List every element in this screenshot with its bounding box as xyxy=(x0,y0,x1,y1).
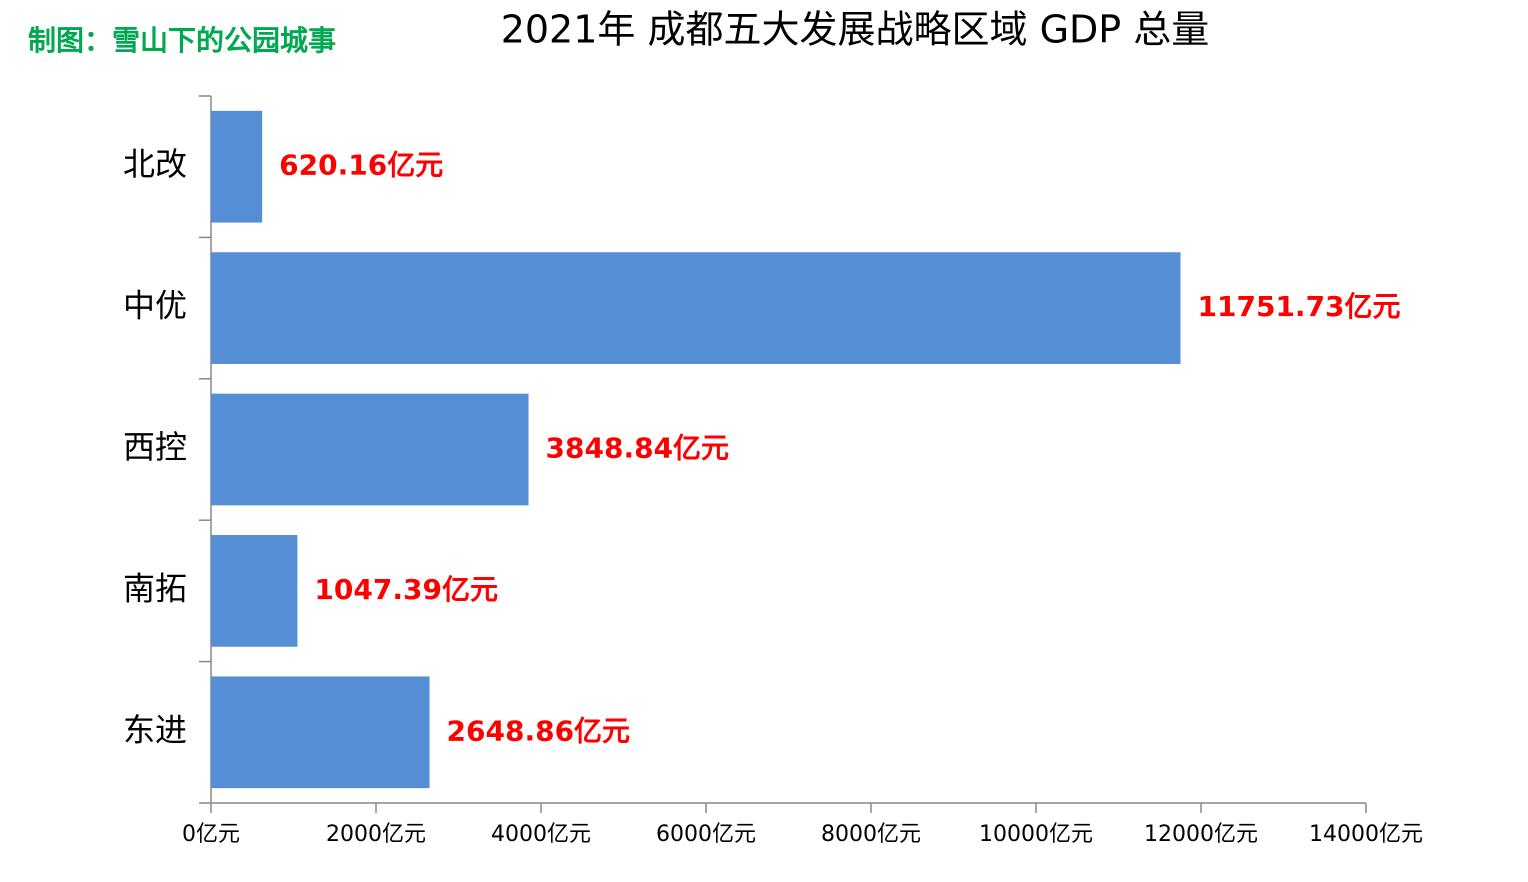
x-tick-label: 8000亿元 xyxy=(821,822,921,847)
y-tick-label: 西控 xyxy=(123,428,187,466)
bar xyxy=(211,393,529,506)
bar xyxy=(211,110,263,223)
chart-title: 2021年 成都五大发展战略区域 GDP 总量 xyxy=(501,8,1210,52)
value-label: 3848.84亿元 xyxy=(546,432,730,465)
bar xyxy=(211,676,430,789)
x-tick-label: 2000亿元 xyxy=(326,822,426,847)
y-tick-label: 东进 xyxy=(123,711,187,749)
y-tick-label: 南拓 xyxy=(123,569,187,607)
x-tick-label: 0亿元 xyxy=(182,822,240,847)
y-tick-label: 中优 xyxy=(123,287,187,325)
value-label: 1047.39亿元 xyxy=(314,573,498,606)
x-tick-label: 4000亿元 xyxy=(491,822,591,847)
bar xyxy=(211,252,1181,364)
x-tick-label: 10000亿元 xyxy=(979,822,1093,847)
bar xyxy=(211,535,298,647)
value-label: 2648.86亿元 xyxy=(447,714,631,747)
x-tick-label: 14000亿元 xyxy=(1309,822,1423,847)
value-label: 620.16亿元 xyxy=(279,149,443,182)
credit: 制图：雪山下的公园城事 xyxy=(28,24,336,57)
value-label: 11751.73亿元 xyxy=(1198,290,1401,323)
x-tick-label: 6000亿元 xyxy=(656,822,756,847)
x-tick-label: 12000亿元 xyxy=(1144,822,1258,847)
y-tick-label: 北改 xyxy=(123,145,187,183)
